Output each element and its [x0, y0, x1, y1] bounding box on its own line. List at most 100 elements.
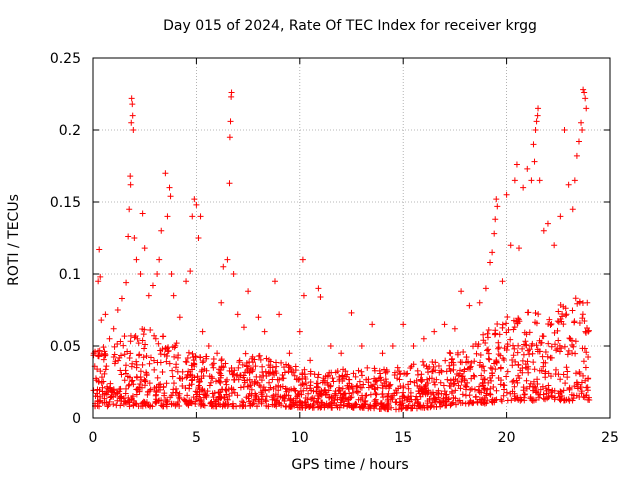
- data-point: [384, 403, 391, 410]
- data-point: [152, 399, 159, 406]
- data-point: [554, 318, 561, 325]
- data-point: [556, 393, 563, 400]
- data-point: [198, 368, 205, 375]
- data-point: [317, 391, 324, 398]
- data-point: [420, 335, 427, 342]
- data-point: [147, 354, 154, 361]
- data-point: [523, 377, 530, 384]
- data-point: [477, 359, 484, 366]
- data-point: [209, 361, 216, 368]
- data-point: [183, 400, 190, 407]
- data-point: [301, 399, 308, 406]
- data-point: [565, 347, 572, 354]
- data-point: [564, 368, 571, 375]
- data-point: [557, 397, 564, 404]
- data-point: [215, 401, 222, 408]
- data-point: [557, 376, 564, 383]
- data-point: [359, 372, 366, 379]
- data-point: [466, 392, 473, 399]
- data-point: [384, 396, 391, 403]
- data-point: [161, 390, 168, 397]
- data-point: [93, 390, 100, 397]
- data-point: [520, 184, 527, 191]
- data-point: [585, 353, 592, 360]
- data-point: [217, 379, 224, 386]
- data-point: [379, 385, 386, 392]
- data-point: [356, 378, 363, 385]
- data-point: [565, 181, 572, 188]
- data-point: [151, 332, 158, 339]
- data-point: [226, 392, 233, 399]
- data-point: [192, 353, 199, 360]
- data-point: [576, 393, 583, 400]
- data-point: [407, 389, 414, 396]
- data-point: [315, 285, 322, 292]
- data-point: [230, 370, 237, 377]
- data-point: [413, 405, 420, 412]
- data-point: [503, 373, 510, 380]
- data-point: [490, 383, 497, 390]
- data-point: [275, 387, 282, 394]
- data-point: [161, 351, 168, 358]
- data-point: [182, 385, 189, 392]
- data-point: [311, 395, 318, 402]
- data-point: [476, 383, 483, 390]
- data-point: [337, 399, 344, 406]
- data-point: [147, 326, 154, 333]
- data-point: [129, 377, 136, 384]
- data-point: [542, 359, 549, 366]
- data-point: [255, 353, 262, 360]
- data-point: [116, 388, 123, 395]
- data-point: [179, 383, 186, 390]
- data-point: [157, 381, 164, 388]
- data-point: [360, 401, 367, 408]
- data-point: [309, 404, 316, 411]
- data-point: [495, 344, 502, 351]
- data-point: [162, 170, 169, 177]
- data-point: [236, 402, 243, 409]
- data-point: [551, 387, 558, 394]
- data-point: [167, 193, 174, 200]
- data-point: [507, 242, 514, 249]
- data-point: [569, 307, 576, 314]
- data-point: [468, 359, 475, 366]
- data-point: [327, 383, 334, 390]
- data-point: [110, 325, 117, 332]
- data-point: [173, 340, 180, 347]
- data-point: [480, 331, 487, 338]
- data-point: [398, 406, 405, 413]
- data-point: [436, 399, 443, 406]
- data-point: [207, 379, 214, 386]
- data-point: [498, 396, 505, 403]
- data-point: [146, 388, 153, 395]
- data-point: [101, 370, 108, 377]
- data-point: [465, 358, 472, 365]
- data-point: [516, 375, 523, 382]
- data-point: [359, 395, 366, 402]
- data-point: [455, 372, 462, 379]
- data-point: [365, 376, 372, 383]
- data-point: [383, 366, 390, 373]
- data-point: [380, 394, 387, 401]
- data-point: [203, 367, 210, 374]
- data-point: [507, 390, 514, 397]
- data-point: [583, 105, 590, 112]
- data-point: [248, 386, 255, 393]
- data-point: [522, 338, 529, 345]
- data-point: [571, 319, 578, 326]
- data-point: [492, 216, 499, 223]
- data-point: [513, 318, 520, 325]
- data-point: [101, 395, 108, 402]
- data-point: [100, 378, 107, 385]
- data-point: [300, 292, 307, 299]
- data-point: [396, 368, 403, 375]
- data-point: [176, 375, 183, 382]
- data-point: [131, 334, 138, 341]
- data-point: [133, 256, 140, 263]
- data-point: [460, 348, 467, 355]
- data-point: [583, 349, 590, 356]
- data-point: [217, 374, 224, 381]
- data-point: [191, 196, 198, 203]
- data-point: [251, 397, 258, 404]
- data-point: [478, 372, 485, 379]
